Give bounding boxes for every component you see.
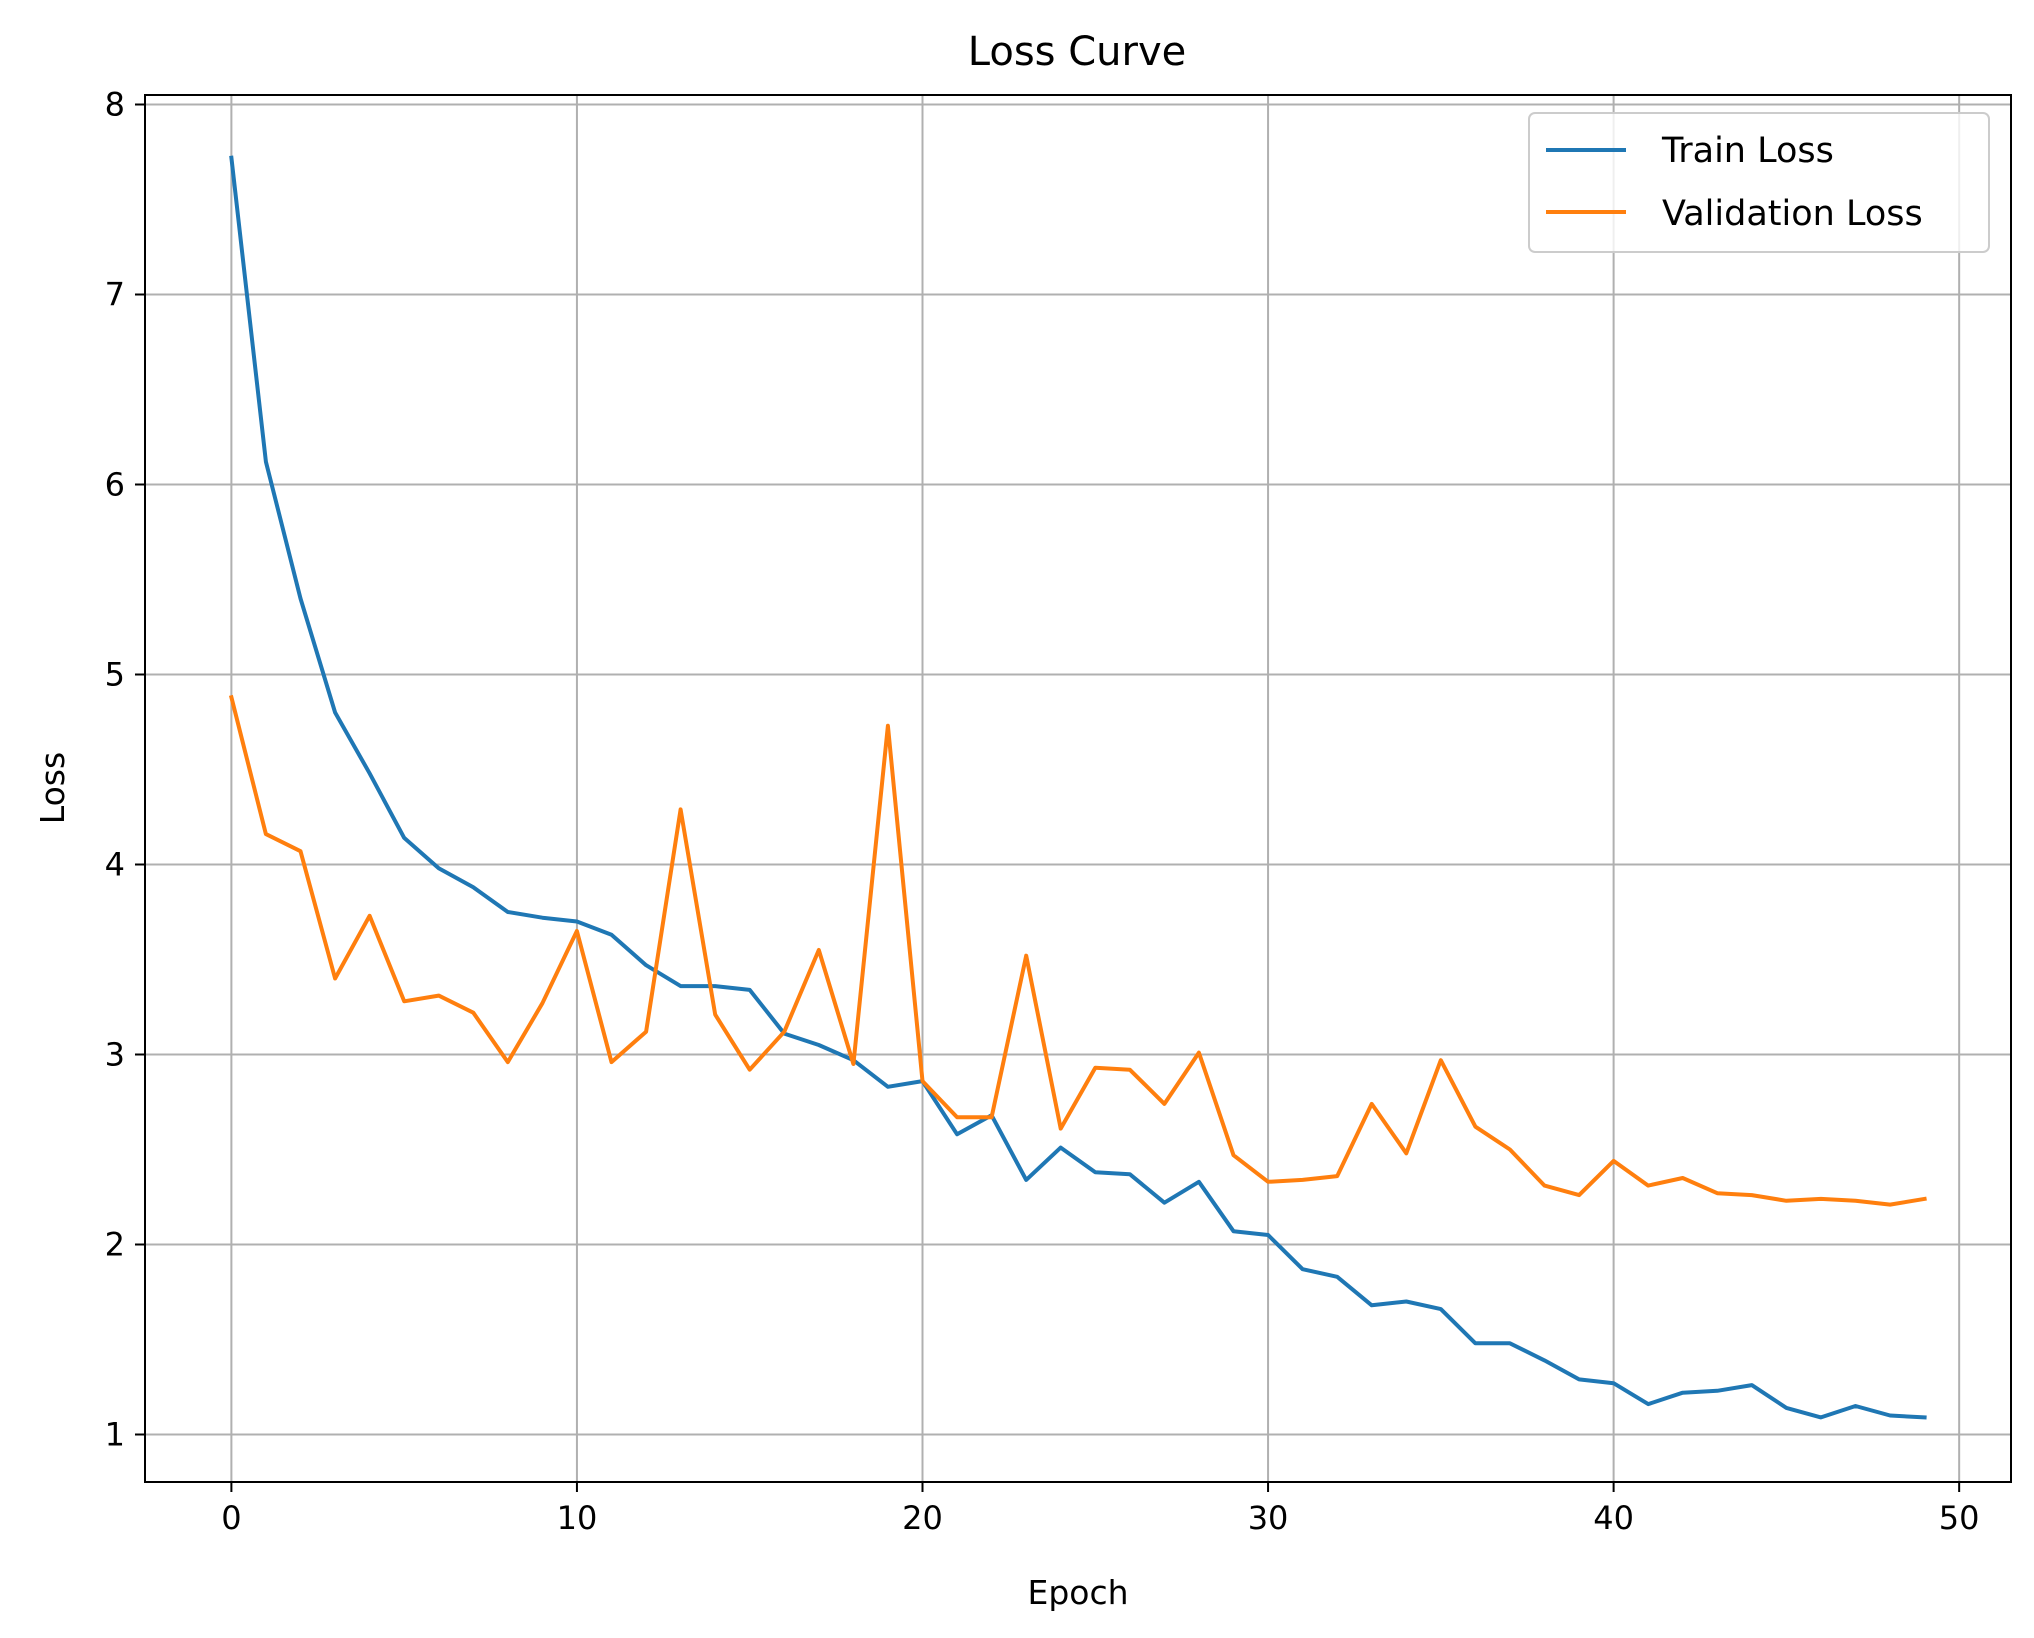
chart-title: Loss Curve xyxy=(968,29,1186,75)
grid-lines xyxy=(145,95,2011,1482)
x-tick-label: 50 xyxy=(1939,1499,1980,1537)
x-tick-label: 20 xyxy=(902,1499,943,1537)
y-tick-label: 5 xyxy=(105,656,125,694)
plot-frame xyxy=(144,94,2012,1483)
series-lines xyxy=(228,155,1927,1420)
x-tick-label: 10 xyxy=(557,1499,598,1537)
y-axis-label: Loss xyxy=(33,752,72,824)
y-tick-label: 2 xyxy=(105,1226,125,1264)
y-tick-label: 6 xyxy=(105,466,125,504)
legend-box xyxy=(1528,112,1990,253)
x-tick-label: 30 xyxy=(1248,1499,1289,1537)
y-tick-label: 3 xyxy=(105,1036,125,1074)
y-tick-label: 1 xyxy=(105,1416,125,1454)
axis-ticks: 0 10 20 30 40 50 1 2 3 4 5 6 7 8 xyxy=(105,86,1980,1538)
x-tick-label: 40 xyxy=(1593,1499,1634,1537)
legend: Train Loss Validation Loss xyxy=(1528,112,1990,253)
y-tick-label: 8 xyxy=(105,86,125,124)
series-line-train-loss xyxy=(229,155,1927,1420)
y-tick-label: 4 xyxy=(105,846,125,884)
x-axis-label: Epoch xyxy=(1027,1573,1128,1612)
y-tick-label: 7 xyxy=(105,276,125,314)
series-line-validation-loss xyxy=(228,694,1927,1207)
legend-label-train-loss: Train Loss xyxy=(1661,131,1834,171)
legend-label-validation-loss: Validation Loss xyxy=(1662,194,1923,234)
x-tick-label: 0 xyxy=(221,1499,241,1537)
